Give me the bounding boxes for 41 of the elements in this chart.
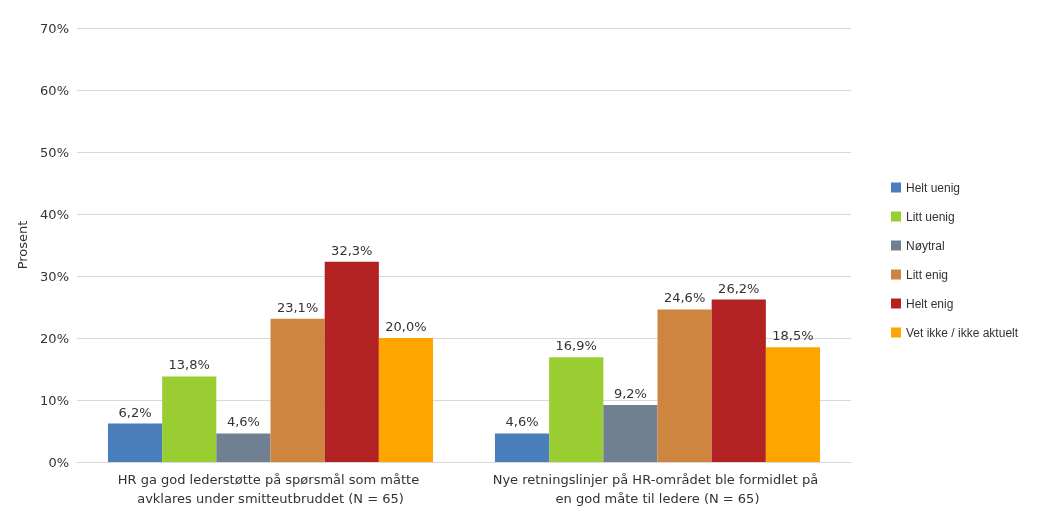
- x-tick-label: HR ga god lederstøtte på spørsmål som måtte avklares under smitteutbruddet (N = 65): [117, 472, 424, 506]
- bar: [494, 433, 550, 462]
- bar: [765, 347, 821, 462]
- data-label: 16,9%: [555, 338, 597, 354]
- data-label: 4,6%: [505, 414, 539, 430]
- y-tick-label: 30%: [40, 268, 69, 284]
- bar: [270, 318, 325, 462]
- data-label: 24,6%: [663, 290, 706, 306]
- bar: [162, 376, 217, 462]
- x-tick-label: Nye retningslinjer på HR-området ble formidlet på en god måte til ledere (N = 65): [492, 472, 823, 506]
- legend-label: Helt enig: [906, 296, 954, 311]
- legend-label: Vet ikke / ikke aktuelt: [906, 325, 1019, 340]
- y-tick-label: 10%: [40, 392, 69, 408]
- bar: [657, 309, 712, 462]
- data-label: 23,1%: [276, 299, 319, 315]
- data-label: 32,3%: [331, 242, 373, 258]
- data-label: 18,5%: [772, 328, 814, 344]
- y-axis-title: Prosent: [15, 220, 30, 270]
- y-tick-label: 60%: [40, 82, 69, 98]
- bar: [216, 433, 271, 462]
- data-label: 6,2%: [118, 404, 152, 420]
- data-label: 9,2%: [613, 385, 647, 401]
- data-label: 26,2%: [718, 280, 760, 296]
- data-label: 4,6%: [226, 414, 260, 430]
- bar: [378, 338, 434, 462]
- legend-label: Litt uenig: [906, 209, 955, 224]
- data-label: 20,0%: [385, 319, 427, 334]
- bar: [603, 404, 658, 462]
- y-tick-label: 20%: [40, 330, 69, 346]
- y-tick-label: 0%: [48, 454, 69, 470]
- y-tick-label: 50%: [40, 144, 69, 160]
- legend-label: Litt enig: [906, 267, 949, 282]
- data-label: 13,8%: [168, 357, 210, 373]
- bar: [711, 299, 766, 462]
- y-tick-label: 70%: [40, 20, 69, 36]
- bar: [107, 423, 163, 462]
- bar: [324, 261, 379, 462]
- legend-label: Helt uenig: [906, 180, 961, 195]
- bar: [549, 357, 604, 462]
- legend-label: Nøytral: [906, 238, 945, 253]
- y-tick-label: 40%: [40, 206, 69, 222]
